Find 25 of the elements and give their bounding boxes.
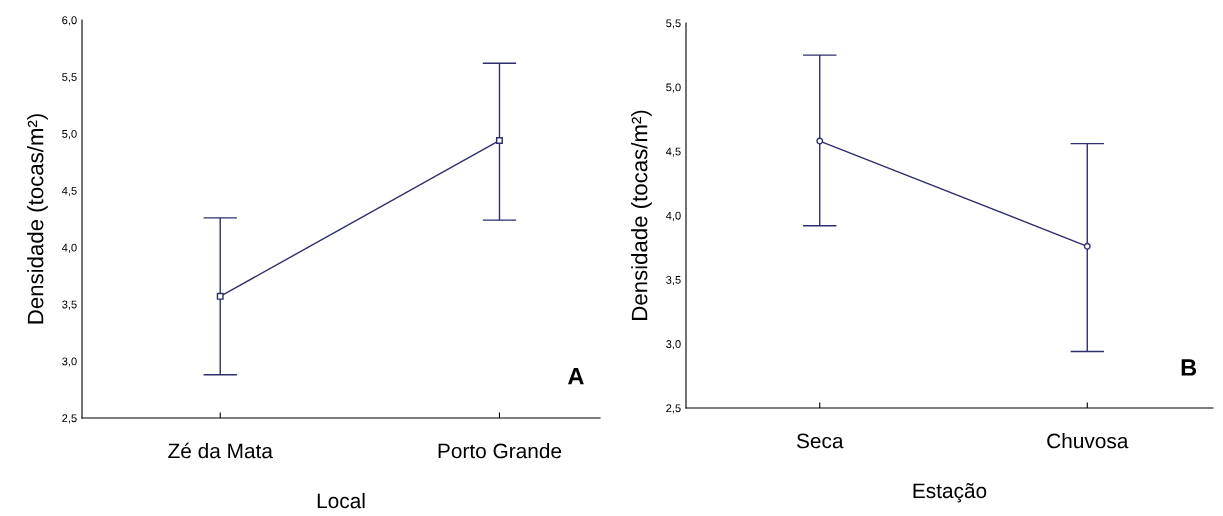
annotation: B (1181, 359, 1197, 376)
annotation: A (567, 368, 584, 385)
x-tick-label: Porto Grande (438, 443, 562, 459)
y-tick-label: 2,5 (666, 404, 681, 414)
x-tick-label: Seca (796, 433, 844, 449)
x-axis-title: Estação (913, 483, 987, 503)
y-tick-label: 3,5 (62, 300, 77, 310)
y-axis-title: Densidade (tocas/m²) (631, 110, 652, 320)
y-tick-label: 4,0 (61, 243, 77, 253)
y-tick-label: 5,0 (666, 83, 681, 93)
y-axis-title: Densidade (tocas/m²) (27, 114, 48, 324)
y-tick-label: 4,0 (665, 211, 681, 221)
y-tick-label: 3,5 (666, 275, 681, 286)
y-tick-label: 6,0 (62, 16, 77, 26)
x-axis-title: Local (317, 492, 365, 509)
y-tick-label: 4,5 (61, 186, 77, 197)
y-tick-label: 2,5 (62, 414, 77, 424)
y-tick-label: 3,0 (666, 340, 681, 350)
y-tick-label: 4,5 (665, 147, 681, 157)
y-tick-label: 5,0 (62, 129, 77, 140)
y-tick-label: 5,5 (666, 19, 681, 29)
y-tick-label: 5,5 (62, 73, 77, 83)
x-tick-label: Zé da Mata (168, 442, 273, 459)
x-tick-label: Chuvosa (1047, 433, 1129, 449)
y-tick-label: 3,0 (62, 357, 77, 367)
